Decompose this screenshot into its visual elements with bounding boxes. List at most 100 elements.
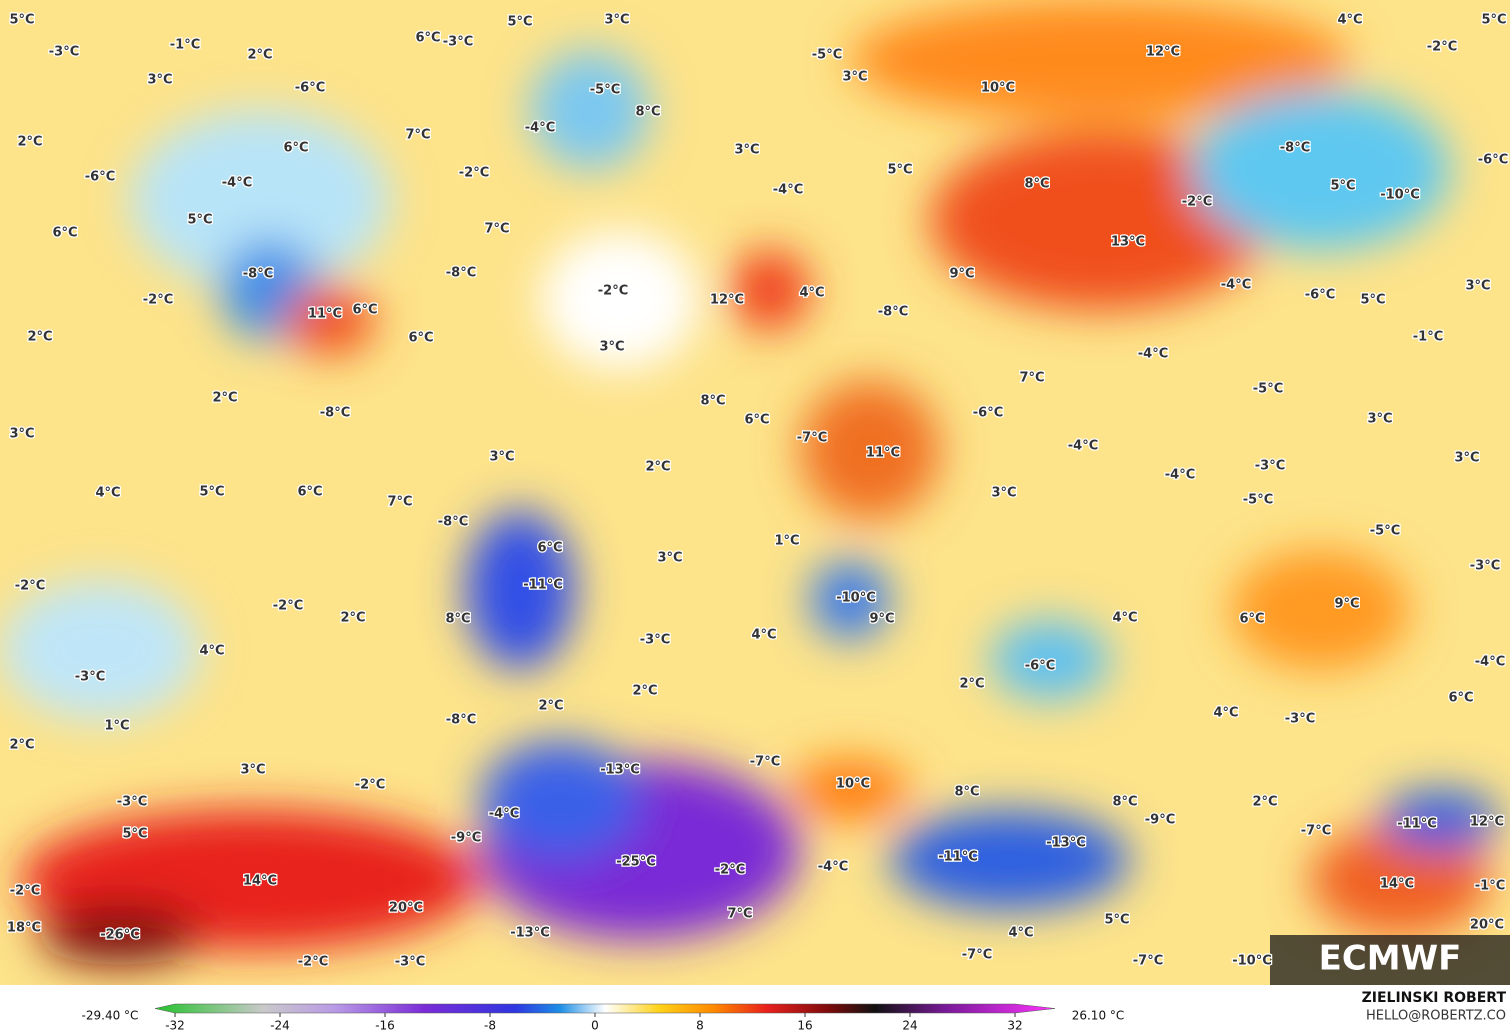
temperature-label: 3°C [147,73,172,88]
temperature-label: -3°C [75,670,105,685]
temperature-label: -7°C [750,755,780,770]
temperature-label: 4°C [1008,926,1033,941]
temperature-label: 3°C [9,427,34,442]
temperature-label: -6°C [85,170,115,185]
temperature-label: 11°C [866,446,900,461]
temperature-label: -3°C [1255,459,1285,474]
temperature-label: -7°C [1301,824,1331,839]
temperature-label: 3°C [489,450,514,465]
colorbar-tick-label: 0 [591,1019,599,1033]
temperature-label: -5°C [1370,524,1400,539]
temperature-label: -5°C [1243,493,1273,508]
temperature-label: -5°C [1253,382,1283,397]
temperature-label: -3°C [640,633,670,648]
temperature-label: -7°C [1133,954,1163,969]
temperature-label: 6°C [352,303,377,318]
temperature-label: -4°C [1068,439,1098,454]
temperature-label: 6°C [744,413,769,428]
temperature-label: -8°C [438,515,468,530]
temperature-label: 20°C [389,901,423,916]
temperature-label: 2°C [247,48,272,63]
temperature-label: 2°C [9,738,34,753]
temperature-label: -9°C [1145,813,1175,828]
temperature-label: 6°C [1448,691,1473,706]
temperature-label: -6°C [1478,153,1508,168]
temperature-label: 6°C [283,141,308,156]
temperature-label: 3°C [657,551,682,566]
temperature-label: 4°C [799,286,824,301]
temperature-label: 2°C [340,611,365,626]
temperature-label: 5°C [9,13,34,28]
temperature-label: -25°C [616,855,656,870]
temperature-label: 6°C [1239,612,1264,627]
temperature-label: -2°C [715,863,745,878]
temperature-label: -1°C [1413,330,1443,345]
temperature-label: 3°C [991,486,1016,501]
colorbar-tick-label: 24 [902,1019,917,1033]
temperature-label: -4°C [489,807,519,822]
temperature-label: 7°C [484,222,509,237]
temperature-label: -11°C [938,850,978,865]
temperature-label: -4°C [525,121,555,136]
temperature-label: 13°C [1111,235,1145,250]
temperature-label: 14°C [1380,877,1414,892]
temperature-label: -2°C [10,884,40,899]
temperature-label: 9°C [869,612,894,627]
temperature-label: -9°C [451,831,481,846]
temperature-label: -10°C [1380,188,1420,203]
temperature-label: -2°C [1427,40,1457,55]
temperature-label: -3°C [117,795,147,810]
temperature-label: 7°C [727,907,752,922]
temperature-label: 5°C [122,827,147,842]
temperature-label: 3°C [240,763,265,778]
temperature-label: 2°C [17,135,42,150]
temperature-label: 7°C [387,495,412,510]
contact: HELLO@ROBERTZ.CO [1366,1009,1506,1024]
temperature-label: -3°C [395,955,425,970]
temperature-label: -1°C [1475,879,1505,894]
temperature-label: 10°C [981,81,1015,96]
colorbar-tick-label: -24 [270,1019,290,1033]
temperature-label: -4°C [1165,468,1195,483]
temperature-label: 7°C [1019,371,1044,386]
temperature-label: 6°C [408,331,433,346]
temperature-label: -2°C [459,166,489,181]
colorbar-tick-label: 16 [797,1019,812,1033]
colorbar-tick-label: -32 [165,1019,185,1033]
temperature-label: 5°C [507,15,532,30]
temperature-label: 5°C [1104,913,1129,928]
temperature-label: 18°C [7,921,41,936]
temperature-label: -6°C [973,406,1003,421]
temperature-label: -8°C [243,267,273,282]
temperature-label: -4°C [1475,655,1505,670]
temperature-label: 4°C [1337,13,1362,28]
temperature-label: 12°C [1146,45,1180,60]
temperature-label: 5°C [887,163,912,178]
colorbar-tick-label: -8 [484,1019,496,1033]
temperature-label: 4°C [199,644,224,659]
temperature-label: -2°C [143,293,173,308]
temperature-label: -8°C [320,406,350,421]
temperature-label: 6°C [415,31,440,46]
temperature-label: 12°C [1470,815,1504,830]
temperature-label: 10°C [836,777,870,792]
colorbar-tick-label: 8 [696,1019,704,1033]
temperature-label: 11°C [308,307,342,322]
temperature-label: -10°C [836,591,876,606]
temperature-label: 1°C [774,534,799,549]
temperature-label: 4°C [95,486,120,501]
temperature-label: -6°C [295,81,325,96]
temperature-label: -11°C [1397,817,1437,832]
temperature-label: 4°C [751,628,776,643]
temperature-label: 3°C [1454,451,1479,466]
temperature-label: 12°C [710,293,744,308]
temperature-label: -3°C [443,35,473,50]
temperature-label: -6°C [1305,288,1335,303]
temperature-label: -13°C [600,763,640,778]
temperature-label: 8°C [1112,795,1137,810]
temperature-label: 8°C [635,105,660,120]
temperature-label: 5°C [1360,293,1385,308]
temperature-label: -11°C [523,578,563,593]
author: ZIELINSKI ROBERT [1362,990,1507,1006]
